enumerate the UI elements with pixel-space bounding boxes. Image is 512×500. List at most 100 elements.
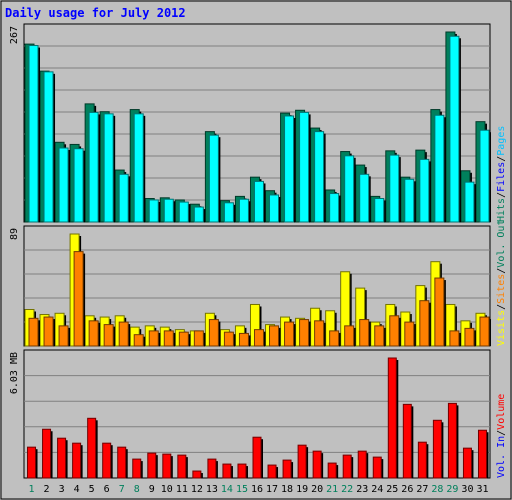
bar-sites-14 bbox=[223, 331, 234, 347]
x-tick-label-26: 26 bbox=[401, 484, 413, 495]
bar-files-22 bbox=[344, 155, 355, 223]
bar-sites-29 bbox=[449, 330, 460, 347]
bar-sites-22 bbox=[344, 325, 355, 347]
legend-entry: Vol. In bbox=[496, 436, 507, 478]
x-tick-label-12: 12 bbox=[191, 484, 203, 495]
ymax-label: 89 bbox=[9, 228, 20, 240]
bar-files-27 bbox=[419, 158, 430, 223]
bar-volume-3 bbox=[57, 437, 67, 479]
bar-sites-11 bbox=[178, 331, 189, 347]
bar-volume-17 bbox=[267, 464, 277, 479]
bar-volume-5 bbox=[87, 417, 97, 479]
bar-files-29 bbox=[449, 35, 460, 223]
x-tick-label-25: 25 bbox=[386, 484, 398, 495]
bar-sites-8 bbox=[133, 334, 144, 347]
bar-files-26 bbox=[404, 178, 415, 223]
legend-entry: / bbox=[496, 192, 507, 198]
x-tick-label-20: 20 bbox=[311, 484, 323, 495]
legend-entry: Files bbox=[496, 162, 507, 192]
x-tick-label-29: 29 bbox=[446, 484, 458, 495]
bar-sites-9 bbox=[148, 330, 159, 347]
bar-volume-2 bbox=[42, 428, 52, 479]
bar-sites-13 bbox=[208, 319, 219, 347]
bar-files-17 bbox=[269, 194, 280, 223]
x-tick-label-9: 9 bbox=[149, 484, 155, 495]
legend-entry: Visits bbox=[496, 310, 507, 346]
bar-files-15 bbox=[238, 198, 249, 223]
bar-volume-24 bbox=[372, 456, 382, 479]
chart-title: Daily usage for July 2012 bbox=[5, 6, 186, 20]
bar-volume-14 bbox=[222, 463, 232, 479]
x-tick-label-24: 24 bbox=[371, 484, 383, 495]
bar-sites-7 bbox=[118, 321, 129, 347]
ymax-label: 6.03 MB bbox=[9, 352, 20, 394]
bar-volume-20 bbox=[312, 450, 322, 479]
bar-files-11 bbox=[178, 201, 189, 223]
bar-volume-19 bbox=[297, 444, 307, 479]
legend-entry: / bbox=[496, 156, 507, 162]
bar-sites-15 bbox=[238, 332, 249, 347]
bar-volume-15 bbox=[237, 463, 247, 479]
bar-sites-18 bbox=[284, 321, 295, 347]
bar-sites-26 bbox=[404, 321, 415, 347]
bar-volume-13 bbox=[207, 458, 217, 479]
bar-files-21 bbox=[329, 193, 340, 223]
bar-sites-25 bbox=[389, 315, 400, 347]
x-tick-label-5: 5 bbox=[89, 484, 95, 495]
bar-sites-23 bbox=[359, 319, 370, 347]
x-tick-label-19: 19 bbox=[296, 484, 308, 495]
bar-files-25 bbox=[389, 154, 400, 223]
bar-files-7 bbox=[118, 173, 129, 223]
bar-sites-16 bbox=[253, 329, 264, 347]
bar-sites-1 bbox=[28, 317, 39, 347]
right-legend-label: Hits/Files/Pages bbox=[496, 126, 507, 222]
legend-entry: / bbox=[496, 268, 507, 274]
x-tick-label-3: 3 bbox=[59, 484, 65, 495]
x-tick-label-22: 22 bbox=[341, 484, 353, 495]
bar-volume-30 bbox=[462, 447, 472, 479]
bar-files-10 bbox=[163, 198, 174, 223]
bar-sites-12 bbox=[193, 330, 204, 347]
x-tick-label-8: 8 bbox=[134, 484, 140, 495]
bar-files-14 bbox=[223, 202, 234, 223]
x-tick-label-13: 13 bbox=[206, 484, 218, 495]
bar-volume-16 bbox=[252, 436, 262, 479]
bar-files-24 bbox=[374, 198, 385, 223]
legend-entry: Sites bbox=[496, 274, 507, 304]
bar-files-18 bbox=[284, 115, 295, 223]
bar-volume-18 bbox=[282, 459, 292, 479]
bar-sites-4 bbox=[73, 251, 84, 347]
bar-volume-22 bbox=[342, 454, 352, 479]
bar-files-23 bbox=[359, 173, 370, 223]
bar-sites-6 bbox=[103, 324, 114, 347]
bar-volume-10 bbox=[162, 453, 172, 479]
x-tick-label-4: 4 bbox=[74, 484, 80, 495]
bar-sites-20 bbox=[314, 320, 325, 347]
bar-volume-26 bbox=[402, 403, 412, 479]
x-tick-label-30: 30 bbox=[461, 484, 473, 495]
bar-files-8 bbox=[133, 113, 144, 223]
x-tick-label-15: 15 bbox=[236, 484, 248, 495]
bar-sites-30 bbox=[464, 327, 475, 347]
bar-volume-9 bbox=[147, 452, 157, 479]
bar-volume-31 bbox=[477, 429, 487, 479]
x-tick-label-2: 2 bbox=[44, 484, 50, 495]
x-tick-label-28: 28 bbox=[431, 484, 443, 495]
bar-files-2 bbox=[43, 71, 54, 223]
bar-files-9 bbox=[148, 199, 159, 223]
bar-files-4 bbox=[73, 148, 84, 223]
x-tick-label-1: 1 bbox=[29, 484, 35, 495]
legend-entry: / bbox=[496, 430, 507, 436]
legend-entry: Pages bbox=[496, 126, 507, 156]
x-tick-label-21: 21 bbox=[326, 484, 338, 495]
bar-volume-29 bbox=[447, 402, 457, 479]
x-tick-label-10: 10 bbox=[161, 484, 173, 495]
bar-sites-19 bbox=[299, 319, 310, 347]
x-tick-label-23: 23 bbox=[356, 484, 368, 495]
bar-sites-24 bbox=[374, 325, 385, 347]
bar-volume-23 bbox=[357, 450, 367, 479]
bar-volume-28 bbox=[432, 419, 442, 479]
bar-files-6 bbox=[103, 113, 114, 223]
